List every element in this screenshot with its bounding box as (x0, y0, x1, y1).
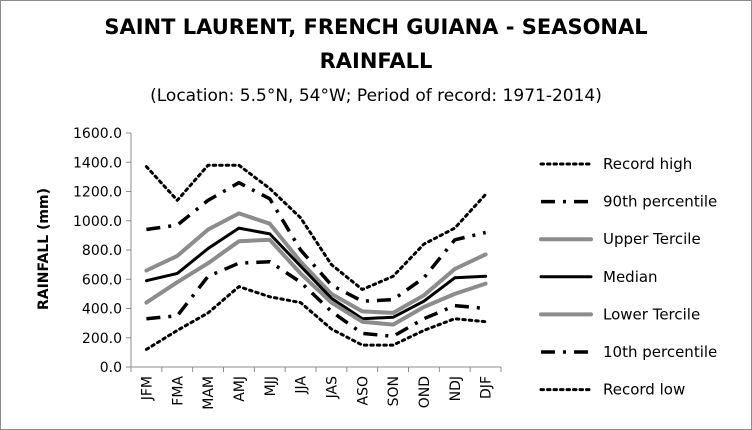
x-tick-label: OND (417, 376, 433, 408)
y-tick-label: 1600.0 (73, 126, 122, 142)
y-tick-label: 600.0 (82, 272, 122, 288)
legend-label: 10th percentile (603, 343, 717, 361)
legend: Record high 90th percentile Upper Tercile M… (539, 155, 717, 399)
series-line-record-low (144, 285, 488, 351)
chart-subtitle: (Location: 5.5°N, 54°W; Period of record… (150, 86, 602, 106)
x-tick-label: AMJ (232, 376, 248, 402)
x-tick-label: JAS (324, 376, 340, 399)
y-tick-label: 1200.0 (73, 185, 122, 201)
x-tick-label: FMA (170, 376, 186, 406)
chart-title-line-1: SAINT LAURENT, FRENCH GUIANA - SEASONAL (104, 15, 647, 39)
x-tick-label: MJJ (263, 376, 279, 396)
y-tick-label: 400.0 (82, 302, 122, 318)
series-line-lower-tercile (144, 237, 488, 327)
x-tick-label: NDJ (448, 376, 464, 401)
legend-label: 90th percentile (603, 193, 717, 211)
series-line-10th-percentile (146, 259, 486, 339)
y-tick-label: 1000.0 (73, 214, 122, 230)
y-tick-label: 800.0 (82, 243, 122, 259)
series-line-median (144, 226, 488, 321)
y-axis-label: RAINFALL (mm) (36, 188, 52, 310)
legend-label: Upper Tercile (603, 230, 701, 248)
axes: 0.0 200.0 400.0 600.0 800.0 1000.0 1200.0 1400.… (73, 126, 502, 410)
x-tick-label: DJF (479, 376, 495, 399)
x-tick-label: ASO (355, 376, 371, 405)
y-tick-label: 1400.0 (73, 155, 122, 171)
legend-label: Lower Tercile (603, 305, 700, 323)
x-tick-label: JJA (294, 376, 310, 395)
legend-label: Record high (603, 155, 692, 173)
y-tick-label: 0.0 (100, 360, 122, 376)
plot-area (144, 163, 488, 351)
series-line-record-high (144, 163, 488, 291)
x-tick-label: SON (386, 376, 402, 406)
legend-label: Record low (603, 381, 685, 399)
y-tick-label: 200.0 (82, 331, 122, 347)
x-tick-label: JFM (139, 376, 155, 401)
legend-label: Median (603, 268, 658, 286)
series-line-upper-tercile (144, 211, 488, 315)
chart-title-line-2: RAINFALL (320, 49, 433, 73)
x-tick-label: MAM (201, 376, 217, 410)
